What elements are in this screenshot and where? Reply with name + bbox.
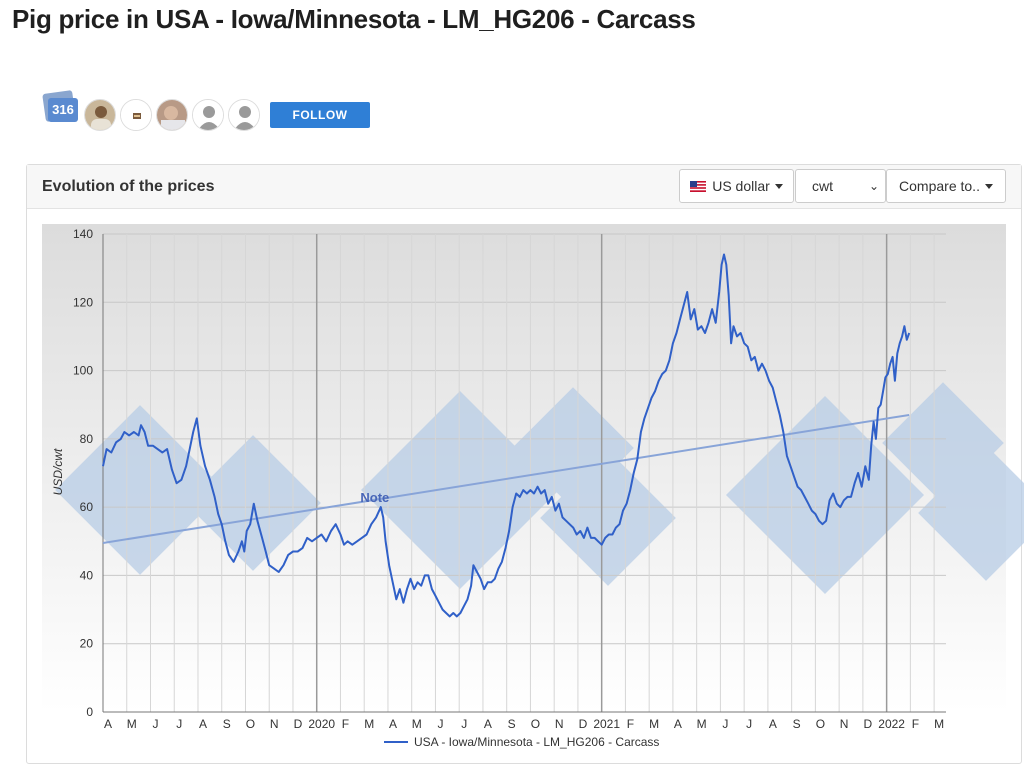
logo-icon bbox=[121, 100, 151, 130]
x-tick-label: A bbox=[769, 717, 777, 731]
x-tick-label: D bbox=[579, 717, 588, 731]
x-tick-label: M bbox=[412, 717, 422, 731]
compare-label: Compare to.. bbox=[899, 178, 980, 194]
trendline bbox=[102, 413, 910, 544]
followers-count: 316 bbox=[48, 98, 78, 122]
avatar[interactable] bbox=[120, 99, 152, 131]
default-user-icon bbox=[193, 100, 223, 130]
x-tick-label: A bbox=[199, 717, 207, 731]
compare-dropdown[interactable]: Compare to.. bbox=[886, 169, 1006, 203]
x-tick-label: M bbox=[934, 717, 944, 731]
avatar[interactable] bbox=[156, 99, 188, 131]
caret-down-icon bbox=[774, 183, 783, 189]
legend[interactable]: USA - Iowa/Minnesota - LM_HG206 - Carcas… bbox=[384, 735, 659, 749]
x-tick-label: M bbox=[697, 717, 707, 731]
x-tick-label: A bbox=[484, 717, 492, 731]
followers-count-badge[interactable]: 316 bbox=[42, 90, 78, 126]
x-tick-label: J bbox=[152, 717, 158, 731]
x-tick-label: A bbox=[104, 717, 112, 731]
unit-select[interactable]: cwt ⌄ bbox=[795, 169, 886, 203]
followers-bar: 316 FOLLOW bbox=[42, 88, 384, 134]
x-tick-label: S bbox=[793, 717, 801, 731]
avatar[interactable] bbox=[192, 99, 224, 131]
series-line bbox=[102, 253, 911, 618]
x-tick-label: A bbox=[389, 717, 397, 731]
avatar[interactable] bbox=[84, 99, 116, 131]
x-tick-label: N bbox=[840, 717, 849, 731]
y-tick-label: 120 bbox=[73, 295, 93, 309]
y-tick-label: 40 bbox=[80, 568, 94, 582]
avatar[interactable] bbox=[228, 99, 260, 131]
us-flag-icon bbox=[690, 180, 707, 192]
x-tick-label: N bbox=[270, 717, 279, 731]
user-photo-icon bbox=[85, 100, 115, 130]
currency-dropdown[interactable]: US dollar bbox=[679, 169, 794, 203]
page-title: Pig price in USA - Iowa/Minnesota - LM_H… bbox=[12, 4, 696, 34]
x-tick-label: J bbox=[176, 717, 182, 731]
x-tick-label: S bbox=[223, 717, 231, 731]
x-tick-label: N bbox=[555, 717, 564, 731]
x-tick-label: D bbox=[864, 717, 873, 731]
note-annotation: Note bbox=[360, 490, 389, 505]
y-tick-label: 140 bbox=[73, 227, 93, 241]
default-user-icon bbox=[229, 100, 259, 130]
x-tick-label: O bbox=[246, 717, 255, 731]
y-axis-title: USD/cwt bbox=[51, 448, 65, 495]
x-tick-label: M bbox=[127, 717, 137, 731]
x-tick-label: A bbox=[674, 717, 682, 731]
currency-label: US dollar bbox=[712, 178, 770, 194]
y-tick-label: 60 bbox=[80, 500, 94, 514]
x-tick-label: J bbox=[722, 717, 728, 731]
x-tick-label: F bbox=[912, 717, 919, 731]
legend-label: USA - Iowa/Minnesota - LM_HG206 - Carcas… bbox=[414, 735, 659, 749]
y-tick-label: 0 bbox=[86, 705, 93, 719]
y-tick-label: 100 bbox=[73, 364, 93, 378]
panel-header: Evolution of the prices US dollar cwt ⌄ … bbox=[27, 165, 1021, 209]
user-photo-icon bbox=[157, 100, 187, 130]
x-tick-label: F bbox=[342, 717, 349, 731]
grid bbox=[102, 233, 946, 713]
caret-down-icon bbox=[984, 183, 993, 189]
panel-title: Evolution of the prices bbox=[42, 178, 215, 195]
chevron-down-icon: ⌄ bbox=[868, 179, 879, 193]
x-tick-label: M bbox=[364, 717, 374, 731]
x-tick-label: D bbox=[294, 717, 303, 731]
unit-label: cwt bbox=[812, 178, 833, 194]
x-tick-label: 2021 bbox=[593, 717, 620, 731]
x-tick-label: M bbox=[649, 717, 659, 731]
x-tick-label: O bbox=[816, 717, 825, 731]
x-tick-label: F bbox=[627, 717, 634, 731]
x-tick-label: O bbox=[531, 717, 540, 731]
y-axis: 0 20 40 60 80 100 120 140 bbox=[73, 227, 93, 719]
follow-button[interactable]: FOLLOW bbox=[270, 102, 370, 128]
x-tick-label: J bbox=[746, 717, 752, 731]
y-tick-label: 80 bbox=[80, 432, 94, 446]
x-tick-label: J bbox=[461, 717, 467, 731]
x-axis: A M J J A S O N D 2020 F M A M J J A S O N D 2021 F M A M J J A S O N D 2… bbox=[104, 717, 944, 731]
x-tick-label: J bbox=[437, 717, 443, 731]
x-tick-label: 2022 bbox=[878, 717, 905, 731]
x-tick-label: 2020 bbox=[308, 717, 335, 731]
x-tick-label: S bbox=[508, 717, 516, 731]
y-tick-label: 20 bbox=[80, 637, 94, 651]
